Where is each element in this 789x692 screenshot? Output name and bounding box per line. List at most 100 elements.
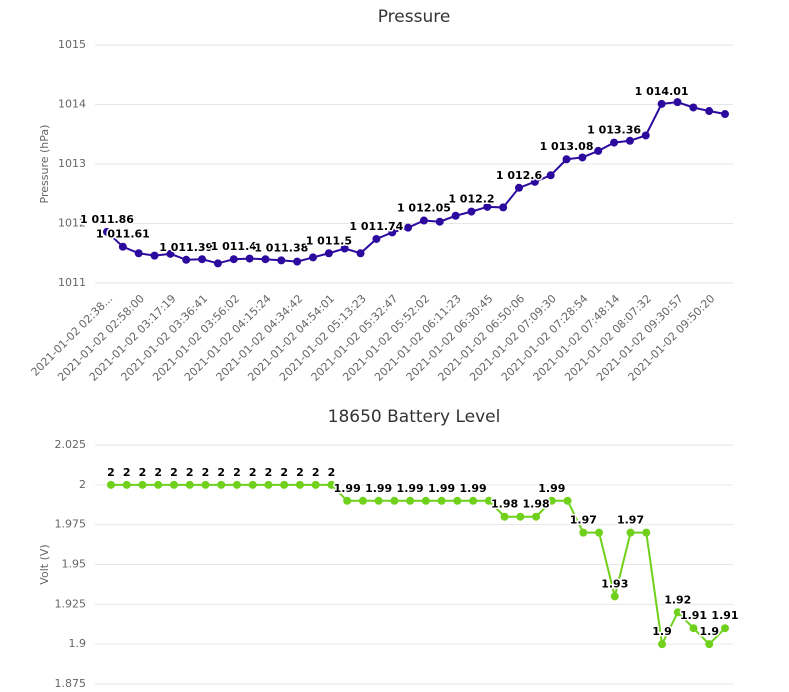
data-point bbox=[530, 177, 539, 186]
data-point bbox=[390, 496, 399, 505]
data-label: 2 bbox=[202, 466, 210, 479]
y-tick-label: 1015 bbox=[58, 38, 86, 51]
data-point bbox=[610, 592, 619, 601]
data-point bbox=[154, 480, 163, 489]
data-point bbox=[182, 255, 191, 264]
data-point bbox=[451, 211, 460, 220]
data-point bbox=[595, 528, 604, 537]
data-point bbox=[343, 496, 352, 505]
data-point bbox=[245, 254, 254, 263]
data-point bbox=[484, 496, 493, 505]
y-tick-label: 1.95 bbox=[62, 558, 87, 571]
data-label: 1 014.01 bbox=[635, 85, 689, 98]
data-point bbox=[309, 253, 317, 262]
data-point bbox=[641, 131, 650, 140]
data-label: 1 013.36 bbox=[587, 124, 641, 137]
data-label: 1.99 bbox=[460, 482, 487, 495]
y-tick-label: 1.975 bbox=[55, 518, 87, 531]
data-label: 2 bbox=[328, 466, 336, 479]
data-point bbox=[388, 228, 397, 237]
data-point bbox=[610, 138, 619, 147]
data-point bbox=[689, 624, 698, 633]
data-label: 1 011.74 bbox=[349, 220, 403, 233]
data-point bbox=[705, 640, 714, 649]
data-point bbox=[198, 255, 207, 264]
data-label: 1.99 bbox=[365, 482, 392, 495]
data-label: 2 bbox=[123, 466, 131, 479]
data-point bbox=[578, 153, 587, 162]
data-label: 1.99 bbox=[538, 482, 565, 495]
data-point bbox=[232, 480, 241, 489]
y-tick-label: 1.875 bbox=[55, 677, 87, 690]
data-label: 2 bbox=[249, 466, 257, 479]
data-point bbox=[562, 155, 571, 164]
data-point bbox=[185, 480, 194, 489]
data-point bbox=[293, 257, 302, 266]
chart-title: Pressure bbox=[378, 7, 451, 27]
data-point bbox=[404, 223, 413, 232]
data-point bbox=[217, 480, 226, 489]
data-label: 2 bbox=[312, 466, 320, 479]
data-point bbox=[689, 103, 698, 112]
data-label: 1.9 bbox=[652, 625, 672, 638]
data-point bbox=[625, 136, 634, 145]
data-label: 2 bbox=[217, 466, 225, 479]
series-line bbox=[106, 101, 726, 265]
data-point bbox=[657, 99, 666, 108]
data-point bbox=[516, 512, 525, 521]
y-tick-label: 1.925 bbox=[55, 597, 87, 610]
data-label: 1.92 bbox=[664, 593, 691, 606]
data-point bbox=[515, 183, 523, 192]
data-label: 2 bbox=[233, 466, 241, 479]
data-point bbox=[138, 480, 147, 489]
data-point bbox=[500, 512, 509, 521]
y-axis-title: Volt (V) bbox=[38, 544, 51, 584]
data-point bbox=[673, 608, 682, 617]
data-point bbox=[467, 207, 476, 216]
data-point bbox=[295, 480, 304, 489]
data-point bbox=[421, 496, 430, 505]
data-point bbox=[469, 496, 478, 505]
data-label: 1.9 bbox=[700, 625, 720, 638]
data-point bbox=[166, 249, 175, 258]
y-tick-label: 1011 bbox=[58, 276, 86, 289]
data-label: 1.99 bbox=[334, 482, 361, 495]
data-point bbox=[261, 255, 270, 264]
y-axis-title: Pressure (hPa) bbox=[38, 125, 51, 204]
data-label: 1.93 bbox=[601, 577, 628, 590]
data-label: 1 012.05 bbox=[397, 202, 451, 215]
data-point bbox=[103, 227, 111, 236]
data-point bbox=[721, 624, 729, 633]
data-point bbox=[406, 496, 415, 505]
y-tick-label: 2.025 bbox=[55, 438, 87, 451]
data-point bbox=[356, 249, 365, 258]
data-point bbox=[311, 480, 320, 489]
data-label: 1.97 bbox=[617, 514, 644, 527]
data-label: 1 011.39 bbox=[159, 241, 213, 254]
data-point bbox=[213, 259, 222, 268]
data-point bbox=[118, 242, 127, 251]
data-label: 2 bbox=[265, 466, 273, 479]
data-point bbox=[547, 496, 556, 505]
data-point bbox=[372, 234, 381, 243]
data-label: 1.99 bbox=[428, 482, 455, 495]
data-label: 1 012.6 bbox=[496, 169, 543, 182]
data-point bbox=[435, 217, 444, 226]
data-label: 2 bbox=[139, 466, 147, 479]
data-point bbox=[594, 146, 603, 155]
data-point bbox=[280, 480, 289, 489]
data-label: 2 bbox=[280, 466, 288, 479]
data-point bbox=[546, 171, 555, 180]
data-label: 1.97 bbox=[570, 514, 597, 527]
data-point bbox=[658, 640, 667, 649]
data-point bbox=[248, 480, 257, 489]
data-point bbox=[358, 496, 367, 505]
data-point bbox=[277, 256, 286, 265]
y-tick-label: 1012 bbox=[58, 217, 86, 230]
data-point bbox=[327, 480, 336, 489]
data-label: 1.99 bbox=[397, 482, 424, 495]
data-label: 2 bbox=[170, 466, 178, 479]
data-point bbox=[453, 496, 462, 505]
data-label: 2 bbox=[186, 466, 194, 479]
data-point bbox=[340, 244, 349, 253]
